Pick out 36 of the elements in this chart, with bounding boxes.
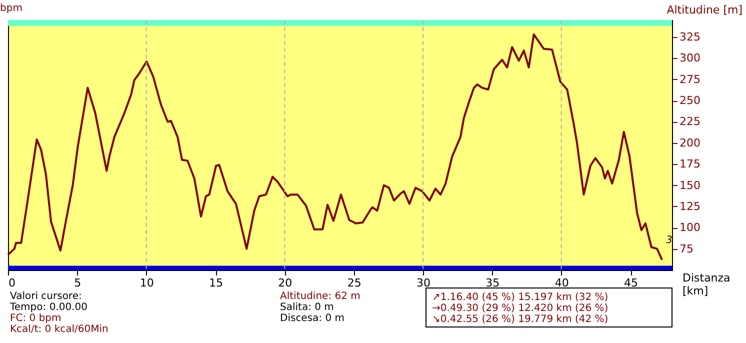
x-tick-label: 25	[347, 276, 362, 290]
annotation: 3	[666, 235, 672, 246]
y-tick-label: 175	[680, 158, 700, 171]
x-tick-label: 15	[209, 276, 223, 290]
y-tick-label: 75	[680, 242, 694, 256]
x-tick-label: 10	[140, 276, 154, 290]
y-tick-label: 100	[680, 221, 700, 234]
text: Valori cursore:	[10, 291, 82, 302]
x-tick-label: 0	[8, 276, 16, 290]
y-tick-label: 125	[680, 200, 700, 213]
y-tick-label: 150	[680, 178, 700, 192]
x-tick-label: 5	[74, 276, 82, 290]
text: Discesa: 0 m	[280, 313, 345, 324]
text: ↗1.16.40 (45 %) 15.197 km (32 %)	[432, 292, 608, 303]
text: Kcal/t: 0 kcal/60Min	[10, 324, 108, 335]
y-axis-title: Altitudine [m]	[666, 4, 742, 16]
x-tick-label: 45	[624, 276, 638, 290]
y-tick-label: 200	[680, 136, 700, 150]
text: →0.49.30 (29 %) 12.420 km (26 %)	[432, 303, 608, 314]
text: bpm	[0, 3, 22, 14]
x-tick-label: 30	[416, 276, 430, 290]
text: FC: 0 bpm	[10, 313, 62, 324]
x-tick-label: 40	[554, 276, 569, 290]
text: ↘0.42.55 (26 %) 19.779 km (42 %)	[432, 314, 608, 325]
text: Salita: 0 m	[280, 302, 334, 313]
y-tick-label: 300	[680, 52, 700, 65]
x-tick-label: 35	[486, 276, 500, 290]
y-tick-label: 250	[680, 94, 700, 108]
y-tick-label: 225	[680, 115, 700, 128]
line-series	[7, 33, 664, 261]
text: Altitudine: 62 m	[280, 291, 360, 302]
y-tick-label: 325	[680, 30, 700, 44]
y-tick-label: 275	[680, 72, 700, 86]
text: Tempo: 0.00.00	[9, 302, 88, 313]
x-axis-title: Distanza [km]	[682, 272, 730, 298]
x-tick-label: 20	[278, 276, 292, 290]
